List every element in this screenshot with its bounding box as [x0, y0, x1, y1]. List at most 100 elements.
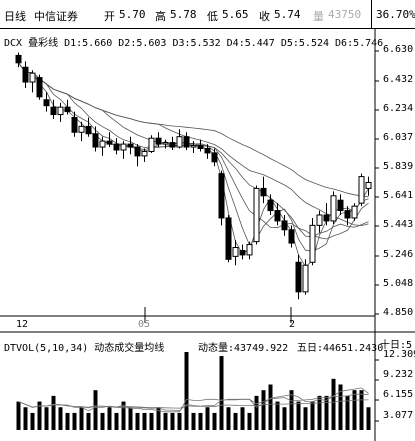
candle — [92, 126, 99, 152]
volume-bar — [289, 390, 294, 430]
ten-day-tab[interactable]: 十日:5 — [380, 340, 413, 351]
candle-body — [22, 66, 29, 83]
candle — [288, 225, 295, 248]
volume-bar — [79, 407, 84, 430]
candle-body — [148, 137, 155, 152]
price-tick: 5.641 — [383, 190, 414, 201]
candle-body — [274, 210, 281, 222]
candle-body — [218, 173, 225, 219]
candle — [281, 215, 288, 236]
volume-bar — [240, 407, 245, 430]
candle-body — [50, 106, 57, 116]
close-value: 5.74 — [274, 8, 301, 21]
candle-body — [141, 150, 148, 157]
volume-bar — [65, 412, 70, 430]
candle — [211, 148, 218, 167]
volume-bar — [149, 412, 154, 430]
candle — [36, 74, 43, 100]
candle-body — [260, 187, 267, 197]
volume-bar — [352, 390, 357, 430]
candle — [351, 203, 358, 221]
candle — [204, 144, 211, 159]
candle-body — [323, 214, 330, 222]
candle — [316, 210, 323, 233]
candle-body — [134, 146, 141, 157]
volume-bar — [156, 407, 161, 430]
candle — [127, 136, 134, 155]
volume-bar — [177, 412, 182, 430]
volume-legend: DTVOL(5,10,34) 动态成交量均线 动态量:43749.922 五日:… — [4, 339, 383, 354]
volume-bar — [233, 412, 238, 430]
candle-body — [29, 72, 36, 83]
candle-body — [183, 136, 190, 148]
volume-bar — [219, 356, 224, 430]
candle — [239, 244, 246, 260]
candle — [358, 173, 365, 207]
price-tick: 5.839 — [383, 161, 414, 172]
volume-bar — [261, 390, 266, 430]
low-label: 低 — [207, 10, 218, 23]
candle-body — [253, 187, 260, 243]
candle — [323, 203, 330, 226]
header-divider — [371, 0, 372, 28]
candle — [253, 185, 260, 245]
candle-body — [239, 249, 246, 256]
candle — [50, 99, 57, 119]
candle — [99, 136, 106, 156]
candle — [120, 141, 127, 159]
candle — [197, 139, 204, 152]
candle-body — [155, 137, 162, 145]
candle — [57, 102, 64, 122]
volume-ma-line — [18, 393, 369, 412]
candle — [71, 111, 78, 137]
candle-body — [225, 217, 232, 260]
chart-frame — [0, 28, 415, 441]
candle-body — [120, 143, 127, 151]
volume-bar — [366, 407, 371, 430]
candle — [15, 52, 22, 68]
volume-bar — [30, 412, 35, 430]
date-tick: 05 — [138, 319, 151, 330]
volume-bar — [338, 384, 343, 430]
volume-bar — [142, 412, 147, 430]
price-legend: DCX 叠彩线 D1:5.660 D2:5.603 D3:5.532 D4:5.… — [4, 38, 384, 49]
volume-bar — [163, 412, 168, 430]
candle-body — [337, 199, 344, 212]
open-label: 开 — [104, 10, 115, 23]
price-tick: 6.234 — [383, 103, 414, 114]
close-label: 收 — [259, 10, 270, 23]
candle — [134, 144, 141, 167]
candle — [64, 99, 71, 115]
candle-body — [358, 176, 365, 204]
candle — [246, 241, 253, 260]
candle-body — [71, 116, 78, 133]
volume-bar — [324, 395, 329, 430]
volume-bar — [191, 412, 196, 430]
price-tick: 5.048 — [383, 278, 414, 289]
percent-value: 36.70% — [376, 8, 415, 21]
five-day-value: 五日:44651.2430 — [297, 343, 384, 354]
volume-bar — [303, 407, 308, 430]
candle-body — [365, 182, 372, 189]
high-label: 高 — [155, 10, 166, 23]
candle-body — [85, 125, 92, 135]
candle — [309, 217, 316, 266]
volume-tick: 6.155 — [383, 389, 414, 400]
candle-body — [204, 148, 211, 154]
volume-bar — [205, 407, 210, 430]
period-label[interactable]: 日线 — [4, 10, 26, 23]
dynamic-volume-value: 动态量:43749.922 — [198, 343, 289, 354]
candle — [344, 206, 351, 226]
candle-body — [113, 143, 120, 151]
candle — [190, 141, 197, 153]
volume-bar — [86, 412, 91, 430]
candle — [22, 61, 29, 88]
volume-bar — [121, 401, 126, 430]
candle — [260, 176, 267, 204]
volume-bar — [93, 390, 98, 430]
volume-bar — [100, 412, 105, 430]
volume-bar — [317, 395, 322, 430]
volume-bar — [212, 412, 217, 430]
candle-body — [344, 210, 351, 219]
